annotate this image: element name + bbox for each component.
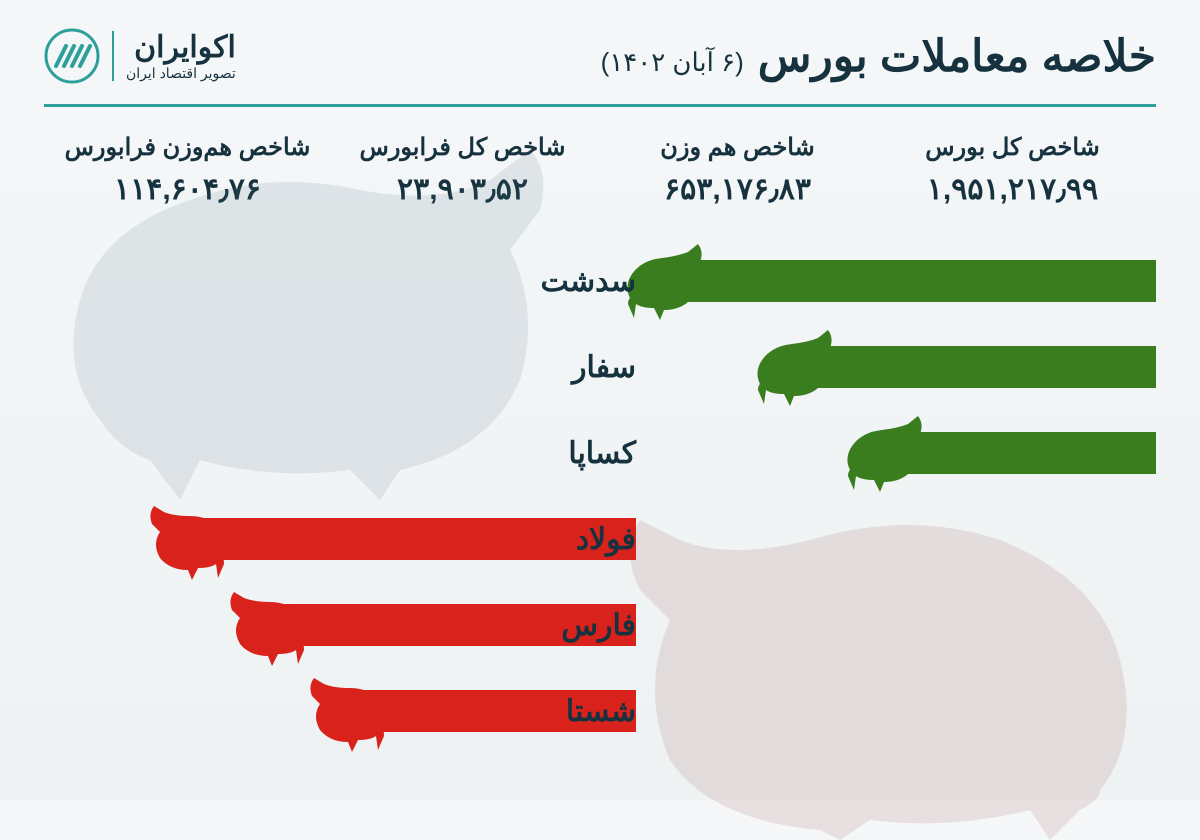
bear-icon xyxy=(306,668,392,754)
index-item: شاخص هم وزن ۶۵۳,۱۷۶٫۸۳ xyxy=(610,133,865,207)
bar-label: سفار xyxy=(496,350,636,385)
brand-logo: اکوایران تصویر اقتصاد ایران xyxy=(44,28,236,84)
index-item: شاخص کل فرابورس ۲۳,۹۰۳٫۵۲ xyxy=(335,133,590,207)
bar-fill-gain xyxy=(876,432,1156,474)
bar-row: شستا xyxy=(44,675,1156,747)
index-value: ۶۵۳,۱۷۶٫۸۳ xyxy=(610,172,865,207)
index-label: شاخص هم‌وزن فرابورس xyxy=(60,133,315,162)
logo-subtitle: تصویر اقتصاد ایران xyxy=(126,65,236,82)
bar-row: سدشت xyxy=(44,245,1156,317)
index-label: شاخص کل فرابورس xyxy=(335,133,590,162)
bar-label: سدشت xyxy=(496,264,636,299)
index-item: شاخص هم‌وزن فرابورس ۱۱۴,۶۰۴٫۷۶ xyxy=(60,133,315,207)
page-title: خلاصه معاملات بورس xyxy=(758,31,1156,82)
gainers-group: سدشت سفار کساپا xyxy=(44,245,1156,489)
logo-divider xyxy=(112,31,114,81)
header: خلاصه معاملات بورس (۶ آبان ۱۴۰۲) اکوایرا… xyxy=(0,0,1200,98)
bar-fill-gain xyxy=(786,346,1156,388)
bar-row: فارس xyxy=(44,589,1156,661)
bear-icon xyxy=(146,496,232,582)
index-label: شاخص هم وزن xyxy=(610,133,865,162)
bear-icon xyxy=(226,582,312,668)
indices-row: شاخص کل بورس ۱,۹۵۱,۲۱۷٫۹۹ شاخص هم وزن ۶۵… xyxy=(0,107,1200,245)
bar-label: کساپا xyxy=(496,436,636,471)
index-label: شاخص کل بورس xyxy=(885,133,1140,162)
bar-row: کساپا xyxy=(44,417,1156,489)
index-value: ۱,۹۵۱,۲۱۷٫۹۹ xyxy=(885,172,1140,207)
page-date: (۶ آبان ۱۴۰۲) xyxy=(601,47,744,78)
index-value: ۲۳,۹۰۳٫۵۲ xyxy=(335,172,590,207)
bar-row: سفار xyxy=(44,331,1156,403)
bar-label: فولاد xyxy=(496,522,636,557)
bar-label: شستا xyxy=(496,694,636,729)
logo-mark-icon xyxy=(44,28,100,84)
bar-fill-gain xyxy=(656,260,1156,302)
bar-label: فارس xyxy=(496,608,636,643)
logo-name: اکوایران xyxy=(126,30,236,65)
losers-group: فولاد فارس شستا xyxy=(44,503,1156,747)
bar-chart: سدشت سفار کساپا فولاد فارس xyxy=(0,245,1200,747)
bull-icon xyxy=(750,324,836,410)
bull-icon xyxy=(840,410,926,496)
index-item: شاخص کل بورس ۱,۹۵۱,۲۱۷٫۹۹ xyxy=(885,133,1140,207)
bar-row: فولاد xyxy=(44,503,1156,575)
index-value: ۱۱۴,۶۰۴٫۷۶ xyxy=(60,172,315,207)
